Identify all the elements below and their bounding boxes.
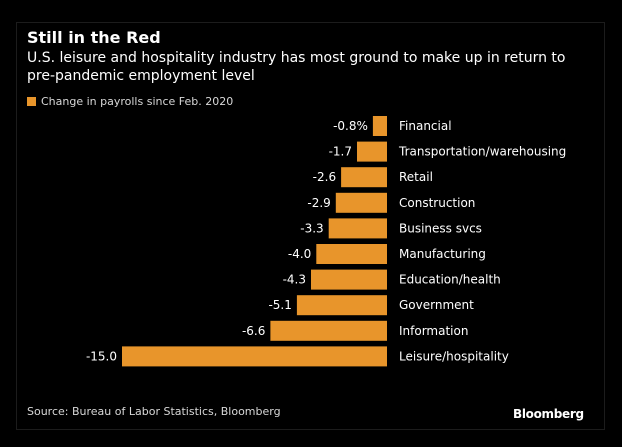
bloomberg-logo: Bloomberg — [513, 407, 584, 421]
bar-financial — [372, 116, 387, 136]
data-label: -0.8% — [333, 119, 368, 133]
data-label: -4.3 — [283, 273, 306, 287]
bar-education-health — [311, 269, 387, 290]
bar-transportation-warehousing — [357, 141, 387, 162]
category-label: Transportation/warehousing — [398, 145, 566, 159]
category-label: Financial — [399, 119, 452, 133]
bar-government — [296, 295, 387, 316]
category-label: Construction — [399, 196, 475, 210]
category-label: Education/health — [399, 273, 501, 287]
category-label: Retail — [399, 170, 433, 184]
category-label: Government — [399, 298, 474, 312]
bar-manufacturing — [316, 244, 387, 264]
data-label: -1.7 — [329, 145, 352, 159]
legend-swatch — [27, 97, 36, 106]
category-label: Information — [399, 324, 468, 338]
category-label: Leisure/hospitality — [399, 349, 509, 363]
chart-subtitle: U.S. leisure and hospitality industry ha… — [27, 50, 566, 84]
data-label: -6.6 — [242, 324, 265, 338]
bar-business-svcs — [328, 218, 387, 239]
source-note: Source: Bureau of Labor Statistics, Bloo… — [27, 405, 281, 418]
bar-construction — [335, 192, 387, 213]
chart-title: Still in the Red — [27, 28, 161, 47]
data-label: -3.3 — [300, 221, 323, 235]
bar-retail — [341, 167, 387, 188]
legend-label: Change in payrolls since Feb. 2020 — [41, 95, 234, 108]
data-label: -2.6 — [313, 170, 336, 184]
category-label: Manufacturing — [399, 247, 486, 261]
data-label: -5.1 — [268, 298, 291, 312]
category-label: Business svcs — [399, 221, 482, 235]
data-label: -2.9 — [307, 196, 330, 210]
data-label: -15.0 — [86, 349, 117, 363]
chart-legend: Change in payrolls since Feb. 2020 — [27, 95, 233, 108]
data-label: -4.0 — [288, 247, 311, 261]
bar-leisure-hospitality — [122, 346, 387, 367]
bar-information — [270, 320, 387, 341]
